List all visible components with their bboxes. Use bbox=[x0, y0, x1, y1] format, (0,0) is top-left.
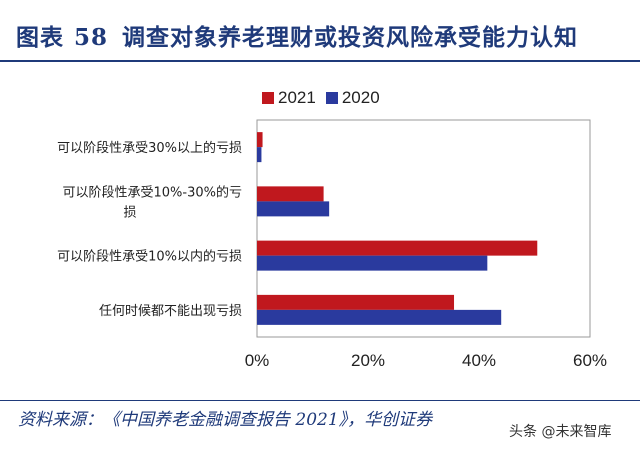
figure-header: 图表 58 调查对象养老理财或投资风险承受能力认知 bbox=[0, 0, 640, 60]
bar-2021-1 bbox=[257, 186, 324, 202]
watermark: 头条 @未来智库 bbox=[505, 420, 616, 442]
category-label-line: 可以阶段性承受10%-30%的亏 bbox=[63, 184, 242, 200]
chart-title: 调查对象养老理财或投资风险承受能力认知 bbox=[122, 24, 579, 51]
bar-2020-1 bbox=[257, 201, 330, 217]
category-label-line: 损 bbox=[123, 205, 136, 220]
category-label-line: 可以阶段性承受10%以内的亏损 bbox=[57, 249, 242, 265]
figure-label: 图表 bbox=[16, 24, 64, 51]
bar-chart: 可以阶段性承受30%以上的亏损可以阶段性承受10%-30%的亏损可以阶段性承受1… bbox=[57, 119, 607, 370]
x-tick-label: 0% bbox=[245, 351, 270, 370]
chart-legend: 2021 2020 bbox=[262, 88, 390, 108]
bar-2020-0 bbox=[257, 147, 262, 163]
bar-2020-2 bbox=[257, 255, 488, 271]
category-label: 可以阶段性承受30%以上的亏损 bbox=[57, 140, 242, 156]
bar-2021-0 bbox=[257, 132, 263, 148]
header-divider bbox=[0, 60, 640, 62]
category-label: 可以阶段性承受10%-30%的亏损 bbox=[63, 184, 242, 220]
legend-item-2020: 2020 bbox=[325, 88, 380, 108]
source-note: 资料来源：《中国养老金融调查报告 2021》，华创证券 bbox=[18, 410, 433, 430]
legend-swatch-2021 bbox=[262, 92, 274, 104]
category-label-line: 任何时候都不能出现亏损 bbox=[99, 303, 242, 319]
bar-2020-3 bbox=[257, 309, 502, 325]
x-tick-label: 60% bbox=[573, 351, 607, 370]
x-tick-label: 40% bbox=[462, 351, 496, 370]
category-label: 可以阶段性承受10%以内的亏损 bbox=[57, 249, 242, 265]
category-label: 任何时候都不能出现亏损 bbox=[99, 303, 242, 319]
x-tick-label: 20% bbox=[351, 351, 385, 370]
bar-2021-3 bbox=[257, 294, 455, 310]
legend-item-2021: 2021 bbox=[262, 88, 316, 108]
category-label-line: 可以阶段性承受30%以上的亏损 bbox=[57, 140, 242, 156]
footer-divider bbox=[0, 400, 640, 401]
legend-swatch-2020 bbox=[325, 92, 338, 104]
legend-label-2021: 2021 bbox=[278, 88, 316, 107]
figure-number: 58 bbox=[74, 24, 109, 51]
figure-title: 图表 58 调查对象养老理财或投资风险承受能力认知 bbox=[16, 18, 578, 52]
plot-frame bbox=[256, 119, 591, 338]
bar-2021-2 bbox=[257, 240, 538, 256]
legend-label-2020: 2020 bbox=[341, 88, 380, 107]
